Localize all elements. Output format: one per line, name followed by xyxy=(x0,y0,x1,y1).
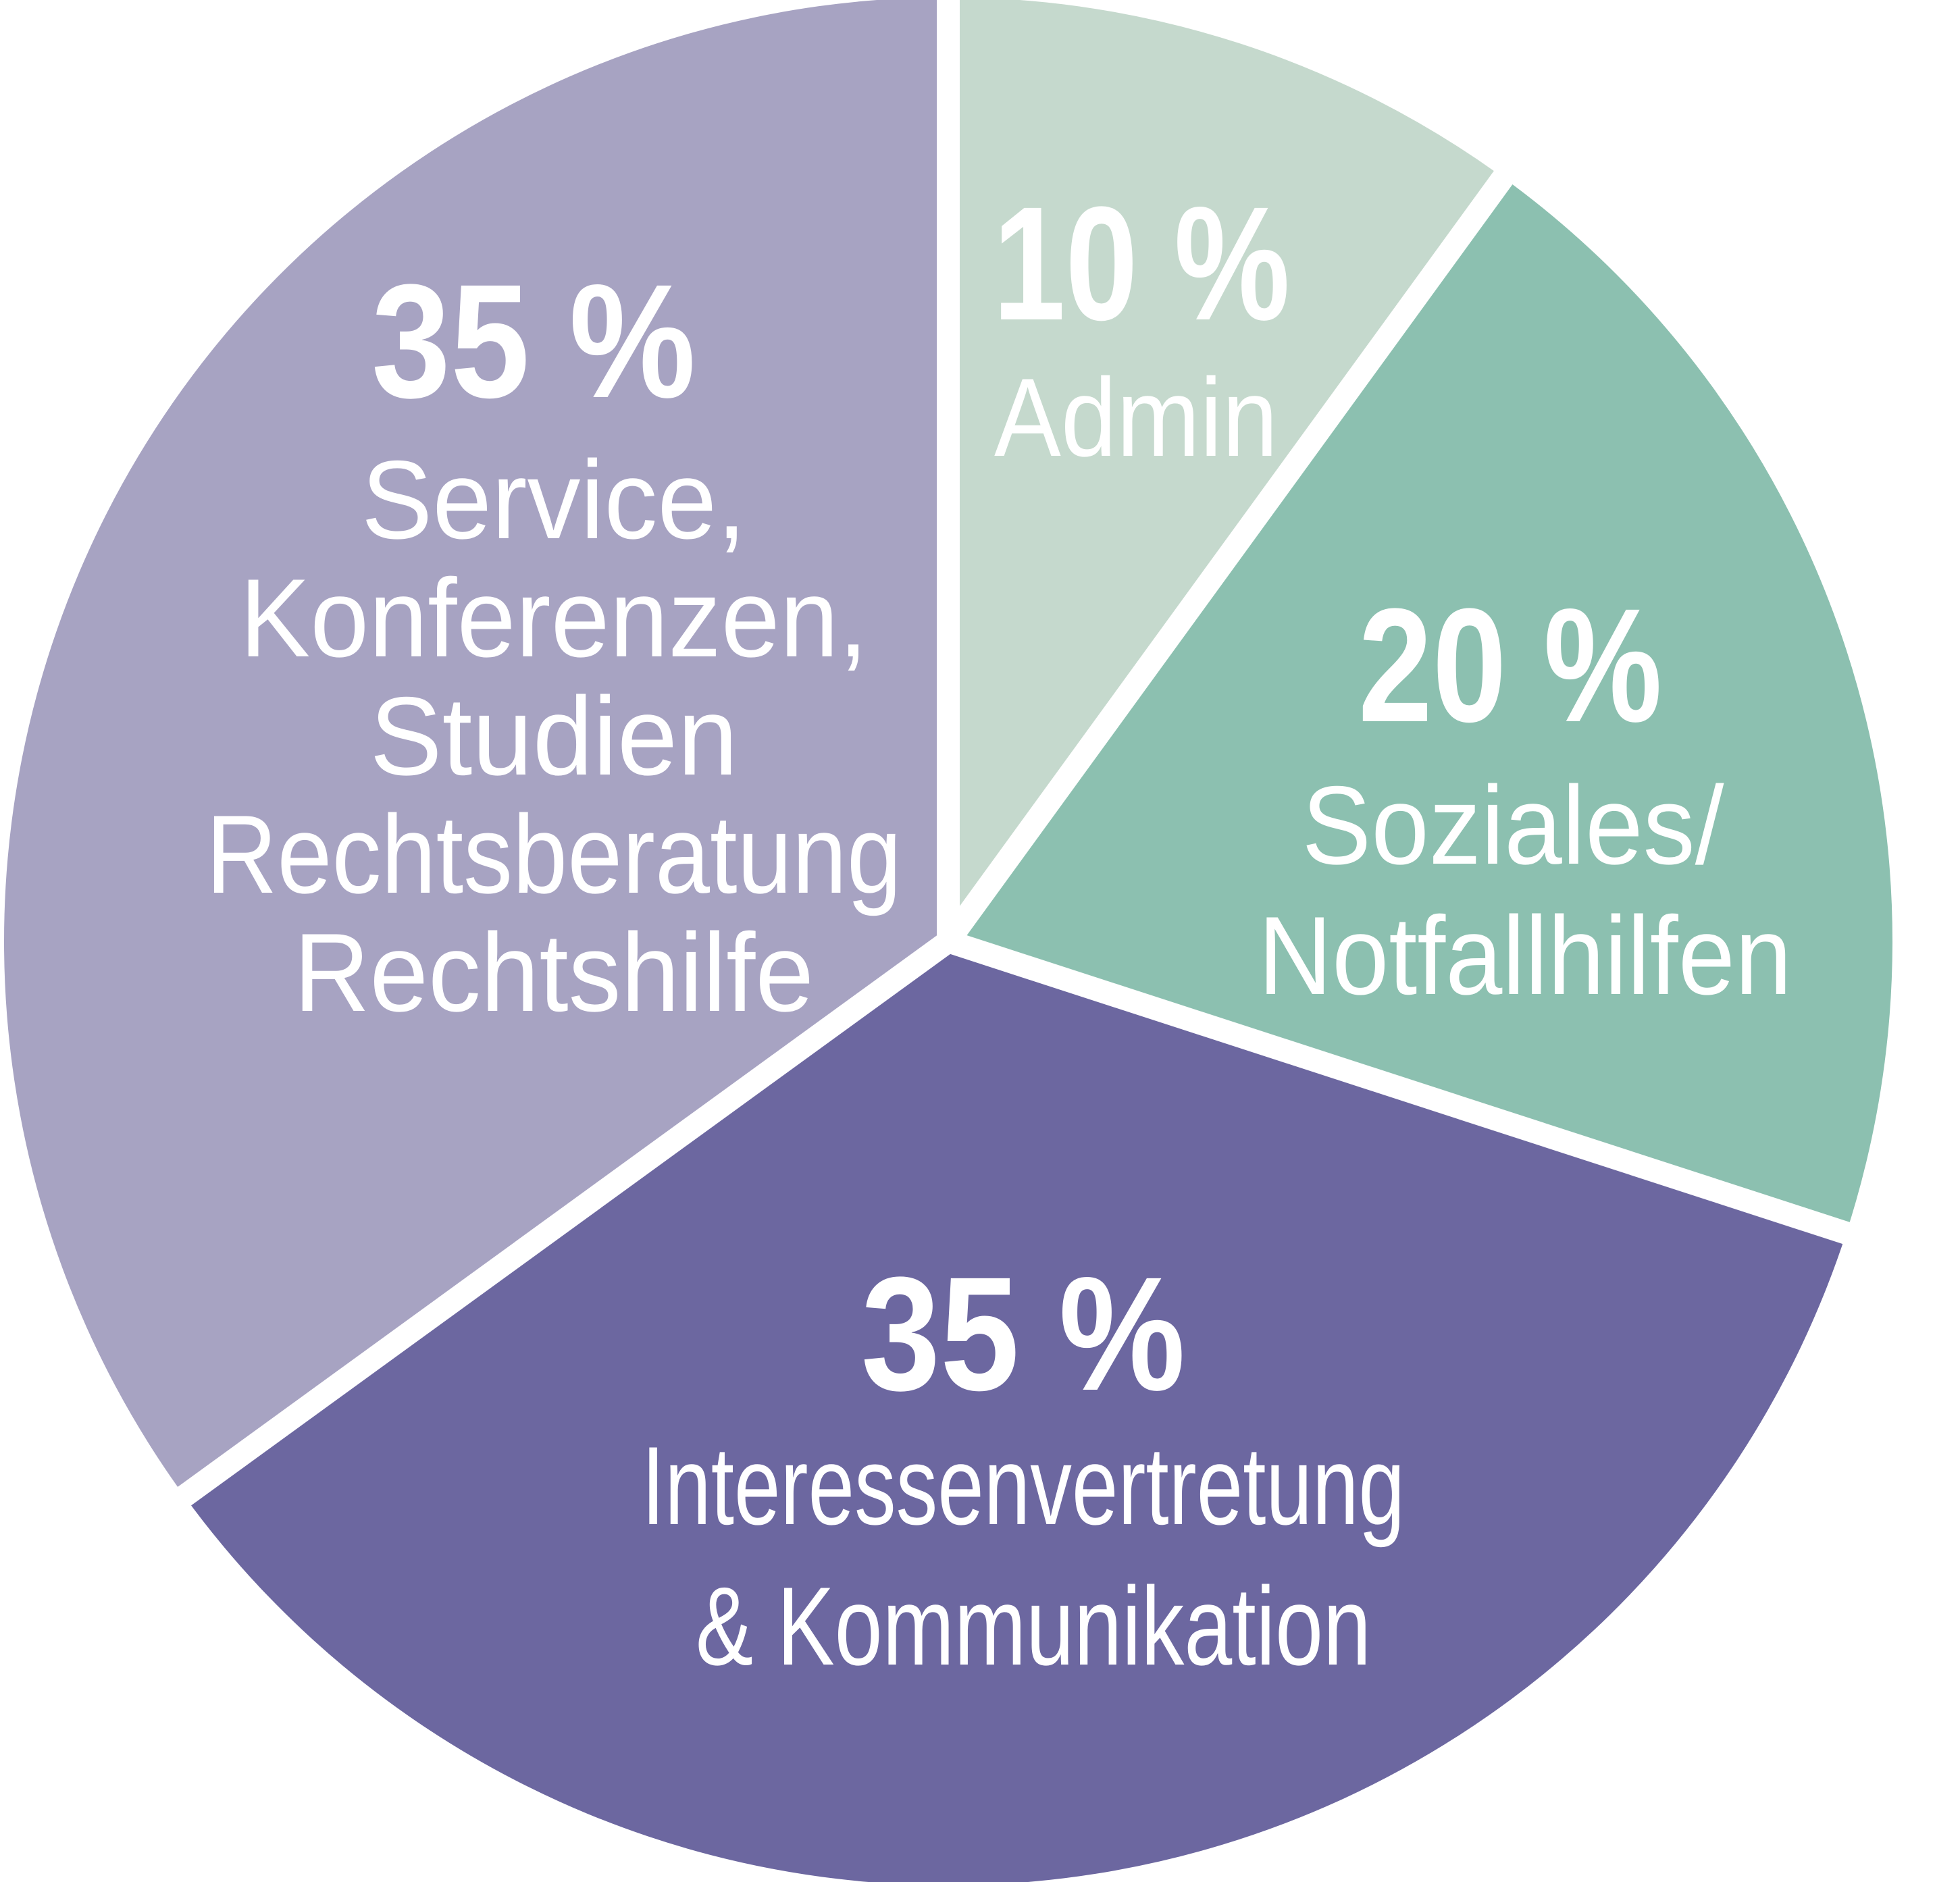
pie-slice-admin xyxy=(948,0,1503,941)
slice-label-admin: Admin xyxy=(994,355,1278,479)
slice-label-interessenvertretung-line1: Interessenvertretung xyxy=(642,1423,1405,1548)
pct-label-service: 35 % xyxy=(371,251,696,432)
pie-separator xyxy=(944,930,1876,1253)
pie-slices-group xyxy=(4,0,1892,1882)
slice-label-interessenvertretung-line2: & Kommunikation xyxy=(696,1564,1371,1688)
slice-label-service-line4: Rechtsberatung xyxy=(206,792,902,916)
pct-label-interessenvertretung: 35 % xyxy=(861,1243,1185,1424)
slice-label-service-line5: Rechtshilfe xyxy=(294,910,814,1035)
pie-slice-soziales-notfallhilfen xyxy=(948,177,1892,1234)
pie-separator xyxy=(939,149,1528,948)
slice-label-soziales-line1: Soziales/ xyxy=(1302,763,1724,887)
pct-label-admin: 10 % xyxy=(993,173,1290,354)
pie-separators-group xyxy=(155,0,1876,1521)
pie-slice-service-konferenzen-studien-rechtsberatung-rechtshilfe xyxy=(4,0,948,1496)
pie-slice-interessenvertretung-kommunikation xyxy=(184,941,1847,1882)
slice-label-service-line2: Konferenzen, xyxy=(240,556,868,680)
slice-label-soziales-line2: Notfallhilfen xyxy=(1258,893,1792,1018)
pie-separator xyxy=(155,932,955,1521)
slice-label-service-line3: Studien xyxy=(370,674,738,798)
slice-label-service-line1: Service, xyxy=(361,438,746,562)
pct-label-soziales: 20 % xyxy=(1358,575,1662,756)
